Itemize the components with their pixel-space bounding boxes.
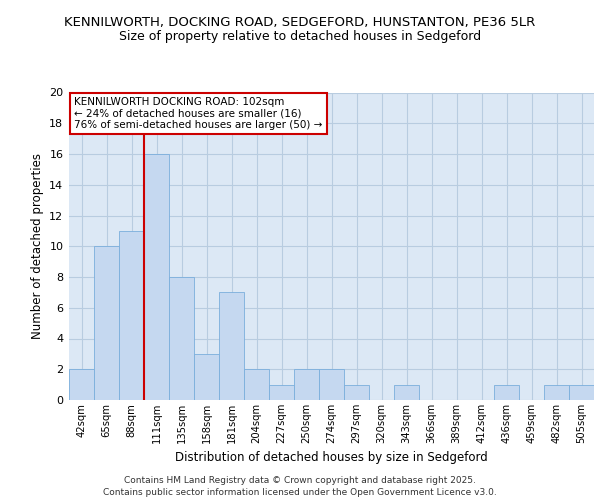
Bar [494,384,519,400]
Text: Contains public sector information licensed under the Open Government Licence v3: Contains public sector information licen… [103,488,497,497]
Bar [194,354,219,400]
Text: KENNILWORTH, DOCKING ROAD, SEDGEFORD, HUNSTANTON, PE36 5LR: KENNILWORTH, DOCKING ROAD, SEDGEFORD, HU… [64,16,536,29]
X-axis label: Distribution of detached houses by size in Sedgeford: Distribution of detached houses by size … [175,452,488,464]
Bar [219,292,244,400]
Bar [294,369,319,400]
Text: KENNILWORTH DOCKING ROAD: 102sqm
← 24% of detached houses are smaller (16)
76% o: KENNILWORTH DOCKING ROAD: 102sqm ← 24% o… [74,97,322,130]
Bar [94,246,119,400]
Bar [169,277,194,400]
Bar [394,384,419,400]
Bar [269,384,294,400]
Bar [344,384,369,400]
Text: Contains HM Land Registry data © Crown copyright and database right 2025.: Contains HM Land Registry data © Crown c… [124,476,476,485]
Text: Size of property relative to detached houses in Sedgeford: Size of property relative to detached ho… [119,30,481,43]
Y-axis label: Number of detached properties: Number of detached properties [31,153,44,339]
Bar [119,231,144,400]
Bar [69,369,94,400]
Bar [319,369,344,400]
Bar [244,369,269,400]
Bar [544,384,569,400]
Bar [569,384,594,400]
Bar [144,154,169,400]
